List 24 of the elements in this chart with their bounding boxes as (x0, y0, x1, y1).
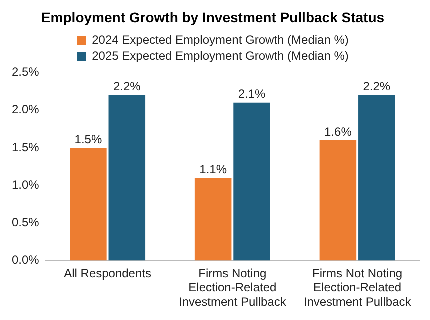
x-tick-label: Firms Noting Election-Related Investment Pullback (178, 266, 288, 310)
x-tick-label: All Respondents (64, 266, 152, 280)
legend-label: 2024 Expected Employment Growth (Median %) (92, 33, 349, 48)
bar (70, 148, 107, 261)
bar (358, 95, 396, 261)
bar (194, 178, 232, 261)
data-label: 1.5% (74, 132, 102, 146)
y-tick-label: 2.5% (12, 65, 40, 80)
data-label: 2.1% (238, 87, 266, 102)
bar (234, 102, 270, 261)
y-tick-label: 2.0% (12, 102, 40, 117)
data-label: 1.6% (324, 124, 352, 139)
y-tick-label: 0.0% (12, 253, 40, 268)
y-tick-label: 1.5% (12, 140, 40, 154)
bar (108, 95, 146, 261)
y-tick-label: 0.5% (12, 216, 40, 230)
data-label: 2.2% (113, 80, 142, 94)
x-tick-label: Firms Not Noting Election-Related Investment Pullback (304, 266, 412, 310)
bar (320, 140, 357, 261)
legend-label: 2025 Expected Employment Growth (Median %) (92, 49, 349, 64)
y-tick-label: 1.0% (12, 178, 40, 192)
data-label: 2.2% (363, 80, 391, 94)
chart-title: Employment Growth by Investment Pullback Status (41, 9, 385, 26)
data-label: 1.1% (200, 162, 228, 176)
